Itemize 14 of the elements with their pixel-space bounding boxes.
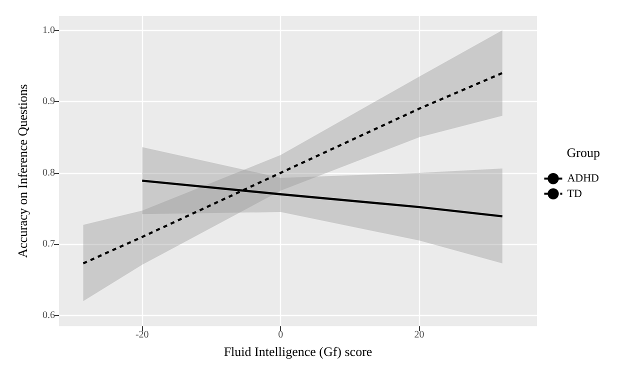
legend-title: Group [566,145,600,160]
y-tick-label: 0.7 [42,238,55,250]
y-tick-label: 0.9 [42,96,55,108]
x-axis-title: Fluid Intelligence (Gf) score [224,344,372,359]
y-tick-label: 0.6 [42,310,55,321]
legend-label: TD [567,188,582,200]
legend-label: ADHD [567,172,600,185]
line-series [82,72,504,264]
y-tick-label: 0.8 [42,167,55,178]
x-tick-label: 20 [414,330,424,341]
y-axis-title: Accuracy on Inference Questions [15,84,30,258]
x-tick-label: -20 [135,330,149,341]
y-tick-label: 1.0 [42,24,55,36]
x-tick-label: 0 [278,330,284,341]
